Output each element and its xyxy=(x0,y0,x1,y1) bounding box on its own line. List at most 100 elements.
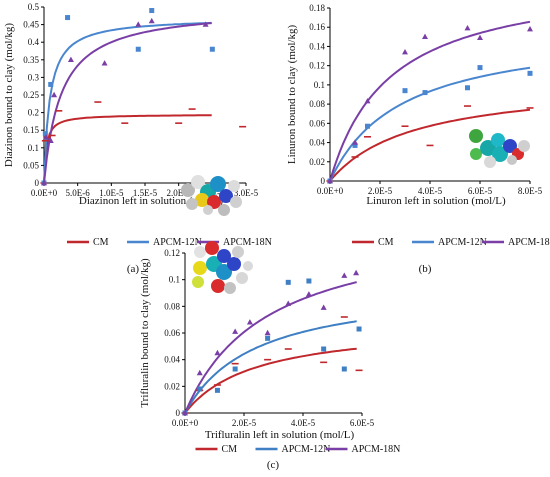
legend-label: CM xyxy=(93,237,109,248)
y-tick-label: 0.15 xyxy=(23,125,39,135)
y-tick-label: 0.35 xyxy=(23,55,39,65)
data-point-apcm-18n xyxy=(47,137,54,143)
legend-label: APCM-18N xyxy=(223,237,272,248)
y-axis-title: Linuron bound to clay (mol/kg) xyxy=(286,25,298,165)
legend-label: CM xyxy=(378,237,394,248)
x-tick-label: 2.0E-5 xyxy=(167,188,192,198)
data-point-apcm-12n xyxy=(465,85,470,91)
data-point-apcm-12n xyxy=(42,131,48,137)
data-point-apcm-18n xyxy=(232,328,239,334)
x-axis-title: Trifluralin left in solution (mol/L) xyxy=(205,429,355,441)
legend-label: APCM-12N xyxy=(282,444,331,455)
linuron-molecule-image xyxy=(469,129,530,168)
y-tick-label: 0.08 xyxy=(164,301,180,311)
x-tick-label: 0.0E+0 xyxy=(317,186,344,196)
data-point-apcm-12n xyxy=(321,346,327,352)
data-point-apcm-18n xyxy=(246,319,253,325)
y-tick-label: 0.2 xyxy=(28,108,39,118)
data-point-apcm-18n xyxy=(352,139,358,145)
panel-b: 0.0E+0 2.0E-5 4.0E-5 6.0E-5 8.0E-5 0 0.02 0.04 0… xyxy=(286,3,550,275)
y-tick-label: 0 xyxy=(35,178,40,188)
data-point-apcm-18n xyxy=(464,24,471,31)
y-tick-label: 0.14 xyxy=(309,41,325,51)
data-point-apcm-12n xyxy=(285,279,291,285)
data-point-apcm-12n xyxy=(352,142,358,148)
data-point-apcm-12n xyxy=(306,278,312,284)
data-point-apcm-12n xyxy=(341,366,347,372)
data-point-apcm-12n xyxy=(48,81,54,87)
x-tick-label: 4.0E-5 xyxy=(418,186,443,196)
y-axis-title: Diazinon bound to clay (mol/kg) xyxy=(3,23,15,168)
x-tick-label: 1.0E-5 xyxy=(99,188,124,198)
data-point-apcm-12n xyxy=(135,46,141,52)
x-tick-label: 5.0E-6 xyxy=(66,188,91,198)
data-point-apcm-18n xyxy=(422,33,428,40)
x-tick-label: 8.0E-5 xyxy=(518,186,543,196)
y-tick-label: 0.25 xyxy=(23,90,39,100)
y-tick-label: 0.08 xyxy=(309,99,325,109)
data-point-apcm-12n xyxy=(422,90,428,96)
data-point-apcm-18n xyxy=(477,34,483,40)
data-point-apcm-12n xyxy=(197,386,203,392)
data-point-apcm-12n xyxy=(265,335,271,341)
y-tick-label: 0.18 xyxy=(309,3,325,13)
data-point-apcm-18n xyxy=(101,60,108,66)
y-tick-label: 0.05 xyxy=(23,160,39,170)
y-tick-label: 0.45 xyxy=(23,20,39,30)
data-point-apcm-12n xyxy=(209,46,215,52)
y-tick-label: 0.06 xyxy=(164,328,180,338)
fit-curve-cm xyxy=(184,347,357,414)
fit-curve-apcm-18n xyxy=(43,22,212,184)
x-tick-label: 4.0E-5 xyxy=(291,418,316,428)
diazinon-molecule-image xyxy=(181,175,242,216)
fit-curve-cm xyxy=(43,114,212,184)
data-point-apcm-18n xyxy=(135,21,142,27)
y-tick-label: 0.4 xyxy=(28,37,40,47)
data-point-apcm-12n xyxy=(214,387,220,393)
data-point-apcm-18n xyxy=(67,56,74,62)
y-tick-label: 0.02 xyxy=(164,381,180,391)
data-point-apcm-18n xyxy=(202,21,209,27)
y-tick-label: 0.1 xyxy=(28,143,39,153)
fit-curve-cm xyxy=(329,108,531,182)
data-point-apcm-18n xyxy=(402,49,408,55)
data-point-apcm-18n xyxy=(214,349,221,356)
data-point-apcm-18n xyxy=(364,98,371,104)
legend-label: APCM-18N xyxy=(508,237,550,248)
legend-label: CM xyxy=(222,444,238,455)
data-point-apcm-18n xyxy=(51,91,58,98)
data-point-apcm-18n xyxy=(327,177,333,184)
x-tick-label: 6.0E-5 xyxy=(468,186,493,196)
data-point-apcm-18n xyxy=(196,369,203,376)
x-tick-label: 0.0E+0 xyxy=(31,188,58,198)
panel-a: 0.0E+05.0E-61.0E-51.5E-52.0E-52.5E-53.0E… xyxy=(3,2,272,275)
data-point-apcm-12n xyxy=(402,88,408,94)
trifluralin-molecule-image xyxy=(192,241,253,294)
y-tick-label: 0.02 xyxy=(309,157,325,167)
x-tick-label: 3.0E-5 xyxy=(234,188,259,198)
y-tick-label: 0.5 xyxy=(28,2,40,12)
y-tick-label: 0.16 xyxy=(309,22,325,32)
y-tick-label: 0.04 xyxy=(164,355,180,365)
panel-label: (c) xyxy=(267,459,280,471)
panel-label: (a) xyxy=(127,263,140,275)
data-point-apcm-18n xyxy=(182,409,188,416)
fit-curve-apcm-12n xyxy=(329,66,531,182)
data-point-apcm-18n xyxy=(305,291,312,297)
data-point-apcm-18n xyxy=(43,134,50,140)
fit-curve-apcm-12n xyxy=(43,21,212,184)
legend-label: APCM-18N xyxy=(352,444,401,455)
x-tick-label: 2.0E-5 xyxy=(232,418,257,428)
y-tick-label: 0.1 xyxy=(314,80,325,90)
data-point-apcm-18n xyxy=(41,179,47,186)
y-tick-label: 0 xyxy=(176,408,181,418)
panel-c: 0.0E+0 2.0E-5 4.0E-5 6.0E-5 0 0.02 0.04 0.06 0.0… xyxy=(139,248,400,471)
legend-label: APCM-12N xyxy=(153,237,202,248)
data-point-apcm-12n xyxy=(477,65,483,71)
data-point-apcm-18n xyxy=(527,25,533,32)
data-point-apcm-18n xyxy=(341,272,348,278)
y-axis-title: Trifluralin bound to clay (mol/kg) xyxy=(139,258,151,408)
data-point-apcm-18n xyxy=(285,300,292,306)
y-tick-label: 0.1 xyxy=(169,275,180,285)
x-axis-title: Linuron left in solution (mol/L) xyxy=(366,195,506,207)
